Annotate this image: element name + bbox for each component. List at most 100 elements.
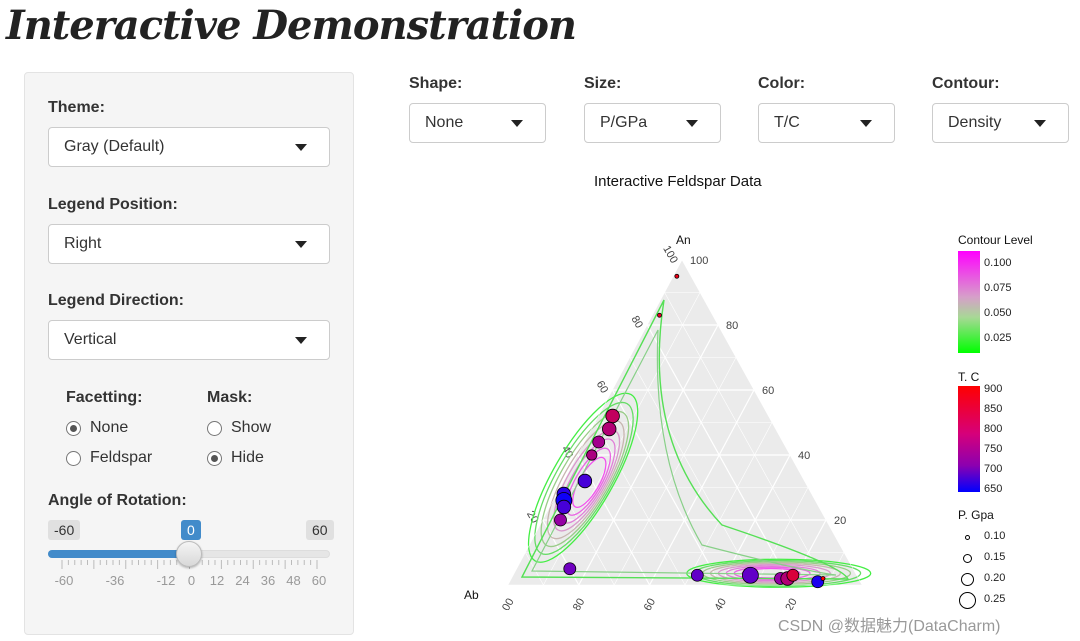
tick-label-right: 40 bbox=[798, 450, 810, 462]
chevron-down-icon bbox=[295, 144, 307, 151]
mask-option-label: Show bbox=[231, 419, 272, 436]
temperature-colorbar bbox=[958, 386, 980, 492]
top-control-select[interactable]: Density bbox=[932, 103, 1069, 143]
rotation-label: Angle of Rotation: bbox=[48, 492, 187, 509]
radio-icon[interactable] bbox=[66, 450, 81, 466]
top-control-value: T/C bbox=[774, 114, 800, 131]
pressure-size-key bbox=[964, 534, 970, 540]
top-control-label: Shape: bbox=[409, 75, 463, 92]
slider-tick-label: 48 bbox=[286, 573, 301, 588]
pressure-size-key bbox=[960, 572, 974, 586]
tick-label-bottom: 40 bbox=[712, 597, 729, 611]
slider-tick-label: 60 bbox=[311, 573, 327, 588]
data-point bbox=[554, 513, 567, 527]
theme-select[interactable]: Gray (Default) bbox=[48, 127, 330, 167]
grid-line bbox=[613, 357, 737, 586]
slider-tick-label: -60 bbox=[54, 573, 74, 588]
slider-tick-label: -12 bbox=[156, 573, 176, 588]
contour-colorbar bbox=[958, 251, 980, 353]
legend-position-select[interactable]: Right bbox=[48, 224, 330, 264]
grid-line bbox=[594, 422, 686, 586]
mask-label: Mask: bbox=[207, 389, 253, 406]
facetting-option-label: None bbox=[90, 419, 129, 436]
data-point bbox=[602, 421, 617, 437]
tick-label-right: 80 bbox=[726, 320, 738, 332]
legend-tick-label: 0.10 bbox=[984, 530, 1006, 542]
legend-tick-label: 0.25 bbox=[984, 593, 1006, 605]
legend-tick-label: 0.15 bbox=[984, 551, 1006, 563]
tick-label-bottom: 60 bbox=[642, 597, 659, 611]
pressure-legend-title: P. Gpa bbox=[958, 508, 994, 522]
legend-tick-label: 0.100 bbox=[984, 257, 1012, 269]
legend-tick-label: 0.20 bbox=[984, 572, 1006, 584]
grid-line bbox=[629, 357, 757, 586]
data-point bbox=[586, 449, 598, 461]
watermark: CSDN @数据魅力(DataCharm) bbox=[778, 618, 1001, 635]
legend-tick-label: 850 bbox=[984, 403, 1003, 415]
top-control-label: Size: bbox=[584, 75, 622, 92]
data-point bbox=[657, 312, 662, 318]
chevron-down-icon bbox=[1034, 120, 1046, 127]
grid-line bbox=[664, 292, 827, 586]
data-point bbox=[592, 435, 606, 449]
tick-label-right: 100 bbox=[690, 255, 708, 267]
grid-line bbox=[719, 454, 791, 586]
radio-icon[interactable] bbox=[207, 420, 222, 436]
axis-label-an: An bbox=[676, 233, 691, 247]
data-point bbox=[786, 568, 800, 582]
mask-option-show[interactable]: Show bbox=[207, 419, 271, 437]
rotation-slider-handle[interactable] bbox=[176, 541, 202, 567]
plot-frame bbox=[507, 259, 863, 586]
legend-tick-label: 650 bbox=[984, 483, 1003, 495]
theme-select-value: Gray (Default) bbox=[64, 138, 165, 155]
legend-position-value: Right bbox=[64, 235, 102, 252]
chevron-down-icon bbox=[295, 241, 307, 248]
contour-line bbox=[565, 447, 612, 516]
legend-direction-select[interactable]: Vertical bbox=[48, 320, 330, 360]
facetting-option-feldspar[interactable]: Feldspar bbox=[66, 449, 152, 467]
chevron-down-icon bbox=[686, 120, 698, 127]
tick-label-bottom: 20 bbox=[783, 597, 800, 611]
top-control-select[interactable]: None bbox=[409, 103, 546, 143]
axis-label-ab: Ab bbox=[464, 588, 479, 602]
temperature-legend-title: T. C bbox=[958, 370, 980, 384]
legend-tick-label: 0.050 bbox=[984, 307, 1012, 319]
top-control-value: P/GPa bbox=[600, 114, 648, 131]
legend-direction-value: Vertical bbox=[64, 331, 117, 348]
contour-line bbox=[527, 392, 639, 563]
contour-envelope bbox=[520, 299, 850, 580]
data-point bbox=[556, 499, 572, 515]
slider-max-badge: 60 bbox=[306, 520, 334, 540]
pressure-size-key bbox=[958, 591, 976, 609]
tick-label-right: 20 bbox=[834, 515, 846, 527]
top-control-select[interactable]: P/GPa bbox=[584, 103, 721, 143]
grid-line bbox=[525, 552, 544, 586]
legend-tick-label: 900 bbox=[984, 383, 1003, 395]
pressure-size-key bbox=[962, 553, 972, 563]
top-control-select[interactable]: T/C bbox=[758, 103, 895, 143]
rotation-slider-fill bbox=[48, 550, 189, 558]
slider-min-badge: -60 bbox=[48, 520, 81, 540]
facetting-option-none[interactable]: None bbox=[66, 419, 128, 437]
app-title: Interactive Demonstration bbox=[6, 2, 577, 49]
data-point bbox=[577, 473, 593, 489]
facetting-label: Facetting: bbox=[66, 389, 143, 406]
tick-label-left: 60 bbox=[594, 379, 611, 396]
legend-tick-label: 0.075 bbox=[984, 282, 1012, 294]
slider-tick-label: -36 bbox=[105, 573, 125, 588]
contour-legend-title: Contour Level bbox=[958, 233, 1033, 247]
chevron-down-icon bbox=[860, 120, 872, 127]
radio-selected-icon[interactable] bbox=[207, 450, 222, 466]
legend-direction-label: Legend Direction: bbox=[48, 292, 185, 309]
legend-tick-label: 750 bbox=[984, 443, 1003, 455]
facetting-option-label: Feldspar bbox=[90, 449, 153, 466]
radio-selected-icon[interactable] bbox=[66, 420, 81, 436]
legend-tick-label: 700 bbox=[984, 463, 1003, 475]
slider-tick-label: 24 bbox=[235, 573, 250, 588]
tick-label-right: 60 bbox=[762, 385, 774, 397]
slider-tick-label: 0 bbox=[187, 573, 196, 588]
slider-tick-label: 12 bbox=[209, 573, 225, 588]
data-point bbox=[674, 273, 680, 279]
tick-label-left: 80 bbox=[628, 314, 645, 331]
mask-option-hide[interactable]: Hide bbox=[207, 449, 264, 467]
